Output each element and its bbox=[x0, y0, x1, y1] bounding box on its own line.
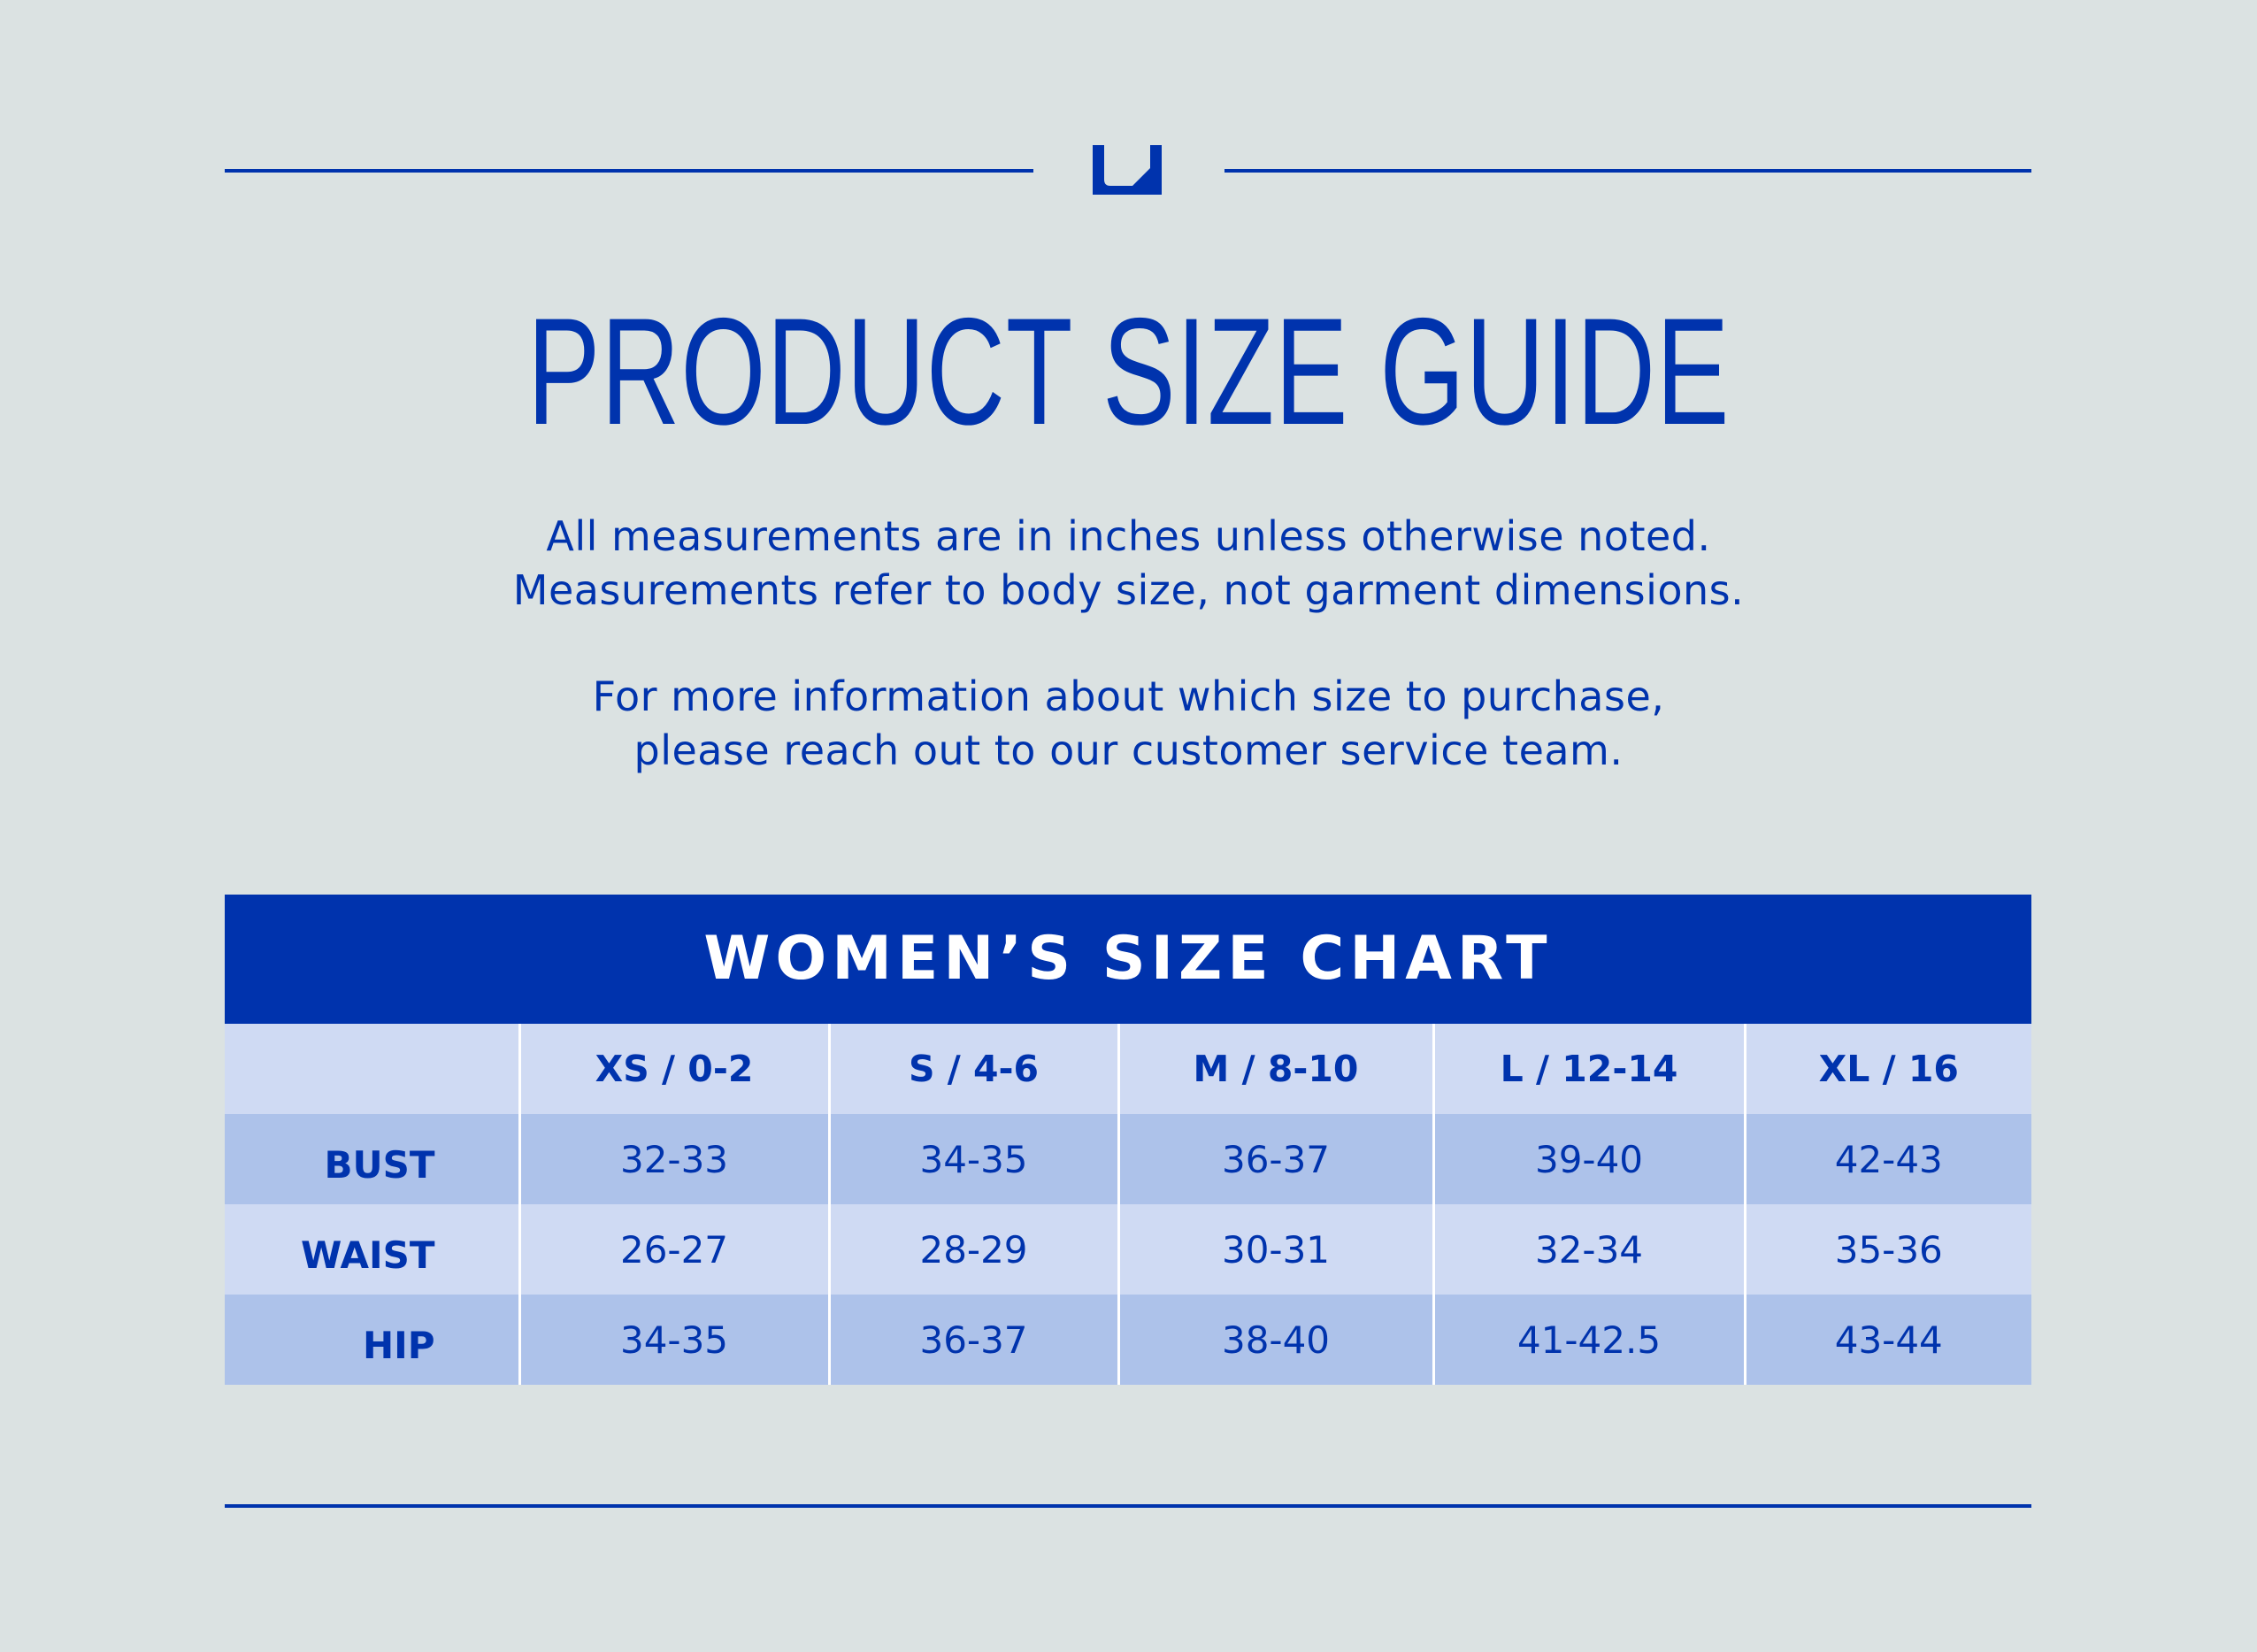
intro-line-4: please reach out to our customer service… bbox=[633, 726, 1624, 774]
page-title: PRODUCT SIZE GUIDE bbox=[526, 287, 1731, 457]
corner-cell bbox=[225, 1024, 519, 1114]
row-label-hip: HIP bbox=[225, 1295, 519, 1385]
table-cell: 26-27 bbox=[518, 1204, 829, 1295]
size-chart: WOMEN’S SIZE CHART XS / 0-2 S / 4-6 M / … bbox=[225, 895, 2031, 1385]
column-header-m: M / 8-10 bbox=[1117, 1024, 1433, 1114]
table-row-waist: WAIST 26-27 28-29 30-31 32-34 35-36 bbox=[225, 1204, 2031, 1295]
row-label-bust: BUST bbox=[225, 1114, 519, 1204]
size-chart-table: XS / 0-2 S / 4-6 M / 8-10 L / 12-14 XL /… bbox=[225, 1024, 2031, 1385]
row-label-bust-text: BUST bbox=[324, 1142, 435, 1187]
table-cell: 34-35 bbox=[518, 1295, 829, 1385]
size-chart-title: WOMEN’S SIZE CHART bbox=[225, 895, 2031, 1024]
table-cell: 35-36 bbox=[1743, 1204, 2031, 1295]
size-header-row: XS / 0-2 S / 4-6 M / 8-10 L / 12-14 XL /… bbox=[225, 1024, 2031, 1114]
table-cell: 36-37 bbox=[1117, 1114, 1433, 1204]
table-cell: 30-31 bbox=[1117, 1204, 1433, 1295]
table-cell: 38-40 bbox=[1117, 1295, 1433, 1385]
table-cell: 36-37 bbox=[827, 1295, 1118, 1385]
table-cell: 32-34 bbox=[1432, 1204, 1745, 1295]
row-label-waist: WAIST bbox=[225, 1204, 519, 1295]
intro-line-3: For more information about which size to… bbox=[592, 672, 1665, 720]
row-label-waist-text: WAIST bbox=[301, 1233, 435, 1277]
top-divider-left bbox=[225, 169, 1033, 173]
intro-line-2: Measurements refer to body size, not gar… bbox=[512, 566, 1745, 614]
column-header-xl: XL / 16 bbox=[1743, 1024, 2031, 1114]
table-cell: 43-44 bbox=[1743, 1295, 2031, 1385]
table-cell: 42-43 bbox=[1743, 1114, 2031, 1204]
row-label-hip-text: HIP bbox=[362, 1323, 435, 1367]
intro-line-1: All measurements are in inches unless ot… bbox=[546, 512, 1711, 560]
table-cell: 34-35 bbox=[827, 1114, 1118, 1204]
column-header-l: L / 12-14 bbox=[1432, 1024, 1745, 1114]
table-cell: 32-33 bbox=[518, 1114, 829, 1204]
table-row-bust: BUST 32-33 34-35 36-37 39-40 42-43 bbox=[225, 1114, 2031, 1204]
table-cell: 39-40 bbox=[1432, 1114, 1745, 1204]
top-divider-right bbox=[1224, 169, 2031, 173]
brand-u-logo-icon bbox=[1093, 145, 1162, 195]
table-cell: 41-42.5 bbox=[1432, 1295, 1745, 1385]
column-header-xs: XS / 0-2 bbox=[518, 1024, 829, 1114]
table-cell: 28-29 bbox=[827, 1204, 1118, 1295]
table-row-hip: HIP 34-35 36-37 38-40 41-42.5 43-44 bbox=[225, 1295, 2031, 1385]
bottom-divider bbox=[225, 1504, 2031, 1508]
column-header-s: S / 4-6 bbox=[827, 1024, 1118, 1114]
